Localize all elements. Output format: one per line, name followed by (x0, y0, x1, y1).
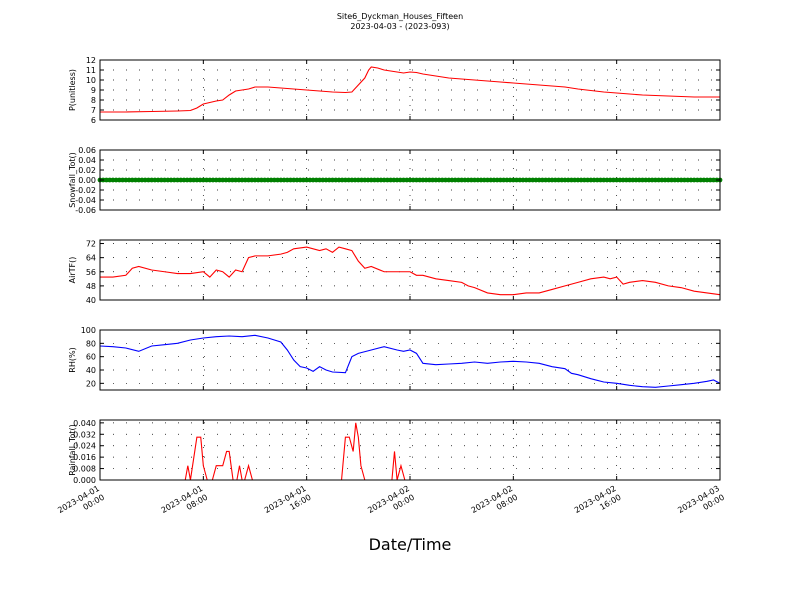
y-tick-label: 0.040 (73, 419, 96, 428)
series-line (100, 422, 720, 481)
y-tick-label: 48 (86, 282, 96, 291)
y-tick-label: 12 (86, 56, 96, 65)
y-tick-label: 0.024 (73, 442, 96, 451)
y-tick-label: -0.02 (75, 186, 96, 195)
chart-title-line-2: 2023-04-03 - (2023-093) (350, 22, 449, 31)
chart-title-line-1: Site6_Dyckman_Houses_Fifteen (337, 12, 463, 21)
y-tick-label: 40 (86, 296, 96, 305)
y-tick-label: 9 (91, 86, 96, 95)
subplot-5: 0.000 0.008 0.016 0.024 0.032 0.040Rainfall_T… (68, 419, 721, 485)
y-axis-label: RH(%) (68, 347, 77, 372)
y-tick-label: 0.016 (73, 453, 96, 462)
y-tick-label: 80 (86, 339, 96, 348)
subplot-4: 20 40 60 80 100 RH(%) (68, 326, 721, 391)
y-tick-label: 8 (91, 96, 96, 105)
y-tick-label: 0.000 (73, 476, 96, 485)
y-tick-label: 100 (81, 326, 96, 335)
y-tick-label: 0.008 (73, 465, 96, 474)
y-tick-label: 60 (86, 353, 96, 362)
y-tick-label: 0.032 (73, 430, 96, 439)
y-axis-label: Snowfall_Tot() (68, 152, 77, 208)
series-line (99, 334, 721, 388)
y-tick-label: 6 (91, 116, 96, 125)
y-tick-label: -0.04 (75, 196, 96, 205)
y-axis-label: Rainfall_Tot() (68, 424, 77, 476)
series-line (100, 66, 720, 113)
y-tick-label: 0.04 (78, 156, 96, 165)
x-axis-label: Date/Time (369, 535, 452, 554)
series-points (97, 177, 723, 183)
y-tick-label: 0.02 (78, 166, 96, 175)
y-tick-label: 11 (86, 66, 96, 75)
subplot-2: -0.06-0.04-0.020.000.020.040.06Snowfall_… (68, 146, 723, 215)
y-axis-label: AirTF() (68, 257, 77, 284)
series-line (100, 246, 721, 296)
y-tick-label: 72 (86, 240, 96, 249)
y-tick-label: 20 (86, 379, 96, 388)
y-tick-label: 10 (86, 76, 96, 85)
y-tick-label: 40 (86, 366, 96, 375)
subplot-3: 40 48 56 64 72 AirTF() (68, 239, 721, 305)
y-axis-label: P(unitless) (68, 69, 77, 111)
y-tick-label: 64 (86, 254, 96, 263)
y-tick-label: -0.06 (75, 206, 96, 215)
y-tick-label: 0.00 (78, 176, 96, 185)
y-tick-label: 56 (86, 268, 96, 277)
y-tick-label: 7 (91, 106, 96, 115)
y-tick-label: 0.06 (78, 146, 96, 155)
subplots: 6789101112P(unitless)-0.06-0.04-0.020.00… (56, 56, 726, 515)
